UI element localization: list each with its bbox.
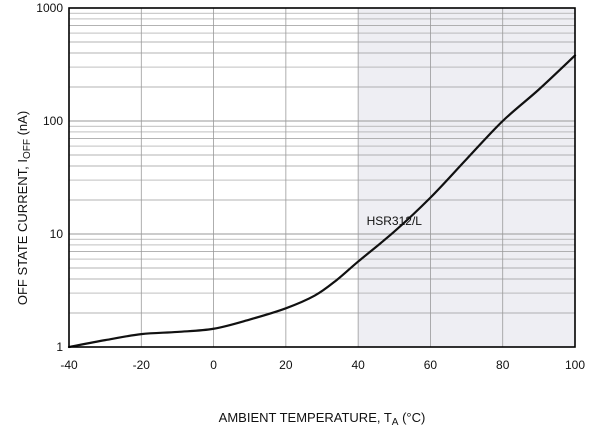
x-tick-label: 40 [351,358,365,372]
shaded-band [358,8,575,347]
x-tick-label: 0 [210,358,217,372]
background-layer [69,8,575,347]
x-axis-label: AMBIENT TEMPERATURE, TA (°C) [219,410,426,428]
x-tick-label: 80 [496,358,510,372]
series-annotation: HSR312/L [367,214,423,228]
plot-border [68,7,576,348]
y-axis-label: OFF STATE CURRENT, IOFF (nA) [15,111,33,305]
x-tick-labels: -40 -20 0 20 40 60 80 100 [60,358,585,372]
x-axis-label-subscript: A [392,417,399,428]
x-axis-label-unit: (°C) [398,410,425,425]
y-tick-label: 1000 [36,1,63,15]
x-tick-label: 100 [565,358,585,372]
plot-frame [68,7,576,348]
x-tick-label: 60 [424,358,438,372]
series-line [67,54,577,349]
y-tick-labels: 1 10 100 1000 [36,1,63,354]
x-tick-label: 20 [279,358,293,372]
y-tick-label: 10 [50,227,64,241]
x-tick-label: -20 [133,358,151,372]
y-axis-label-main: OFF STATE CURRENT, I [15,159,30,305]
x-axis-label-main: AMBIENT TEMPERATURE, T [219,410,392,425]
x-tick-label: -40 [60,358,78,372]
y-tick-label: 100 [43,114,63,128]
y-axis-label-unit: (nA) [15,111,30,139]
data-series [67,54,577,349]
y-axis-label-subscript: OFF [22,139,33,159]
y-tick-label: 1 [56,340,63,354]
